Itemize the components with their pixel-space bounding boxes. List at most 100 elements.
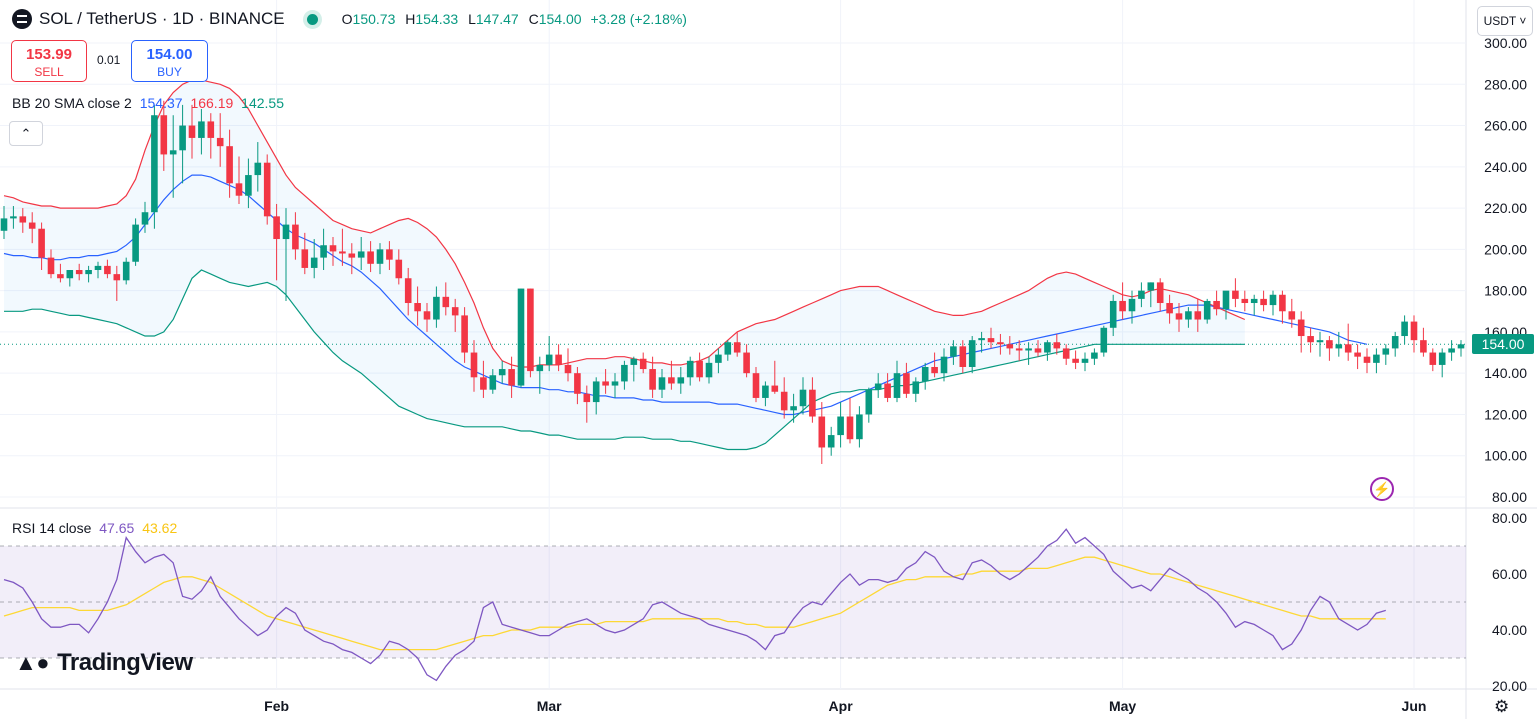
low-label: L (468, 11, 476, 27)
candle-body (874, 383, 882, 390)
candle (357, 236, 365, 270)
candle-body (1222, 290, 1230, 310)
candle (1316, 331, 1324, 357)
candle (865, 387, 873, 423)
close-label: C (528, 11, 539, 27)
candle-body (461, 315, 468, 353)
candle-body (122, 261, 130, 281)
bollinger-legend[interactable]: BB 20 SMA close 2 154.37 166.19 142.55 (12, 95, 284, 111)
candle (1326, 336, 1333, 361)
rsi-title: RSI 14 close (12, 520, 92, 536)
candle (1297, 311, 1305, 353)
lightning-icon[interactable]: ⚡ (1370, 477, 1394, 501)
candle (1250, 294, 1258, 316)
candle-body (611, 381, 619, 386)
bollinger-basis-line (3, 174, 1368, 416)
candle-body (1420, 340, 1427, 353)
candle (47, 249, 55, 279)
candle (480, 360, 487, 398)
collapse-indicators-button[interactable]: ⌃ (9, 121, 43, 146)
candle-body (301, 249, 309, 268)
candle-body (602, 381, 609, 386)
candle-body (386, 249, 393, 260)
rsi-axis[interactable]: 20.00 40.00 60.00 80.00 (1492, 510, 1527, 694)
candle (743, 344, 750, 378)
candle (169, 115, 177, 198)
change-value: +3.28 (+2.18%) (590, 11, 687, 27)
candle (1241, 290, 1249, 312)
candle-body (1232, 290, 1239, 299)
candle-body (1354, 352, 1361, 357)
price-tick-label: 200.00 (1484, 241, 1527, 257)
candle (1072, 350, 1079, 370)
candle (320, 228, 327, 270)
candle (508, 356, 515, 398)
candle-body (696, 360, 703, 378)
candle-body (47, 257, 55, 275)
open-label: O (341, 11, 353, 27)
candle-body (1307, 336, 1314, 343)
time-axis[interactable]: Feb Mar Apr May Jun (264, 698, 1426, 714)
candle-body (950, 346, 957, 357)
ohlc-values: O150.73 H154.33 L147.47 C154.00 +3.28 (+… (336, 11, 687, 27)
high-value: 154.33 (415, 11, 459, 27)
candle-body (367, 251, 374, 264)
tradingview-logo[interactable]: ▲● TradingView (15, 649, 193, 677)
candle (10, 206, 17, 229)
symbol-title[interactable]: SOL / TetherUS · 1D · BINANCE (39, 9, 285, 28)
candle-body (113, 274, 121, 281)
candle-body (339, 251, 346, 254)
candle (273, 203, 280, 281)
candle-body (790, 406, 797, 411)
buy-button[interactable]: 154.00 BUY (131, 40, 208, 82)
candle (884, 373, 891, 403)
candle (1109, 294, 1117, 337)
candle-body (310, 257, 318, 268)
candle (846, 397, 854, 444)
candle (1119, 282, 1126, 320)
price-axis[interactable]: 80.00100.00120.00140.00160.00180.00200.0… (1484, 35, 1527, 505)
candle-body (1269, 294, 1277, 306)
candle-body (649, 369, 656, 390)
candle (301, 232, 309, 275)
candle (0, 206, 8, 240)
candle (1213, 290, 1220, 316)
candle-body (1091, 352, 1098, 359)
candle (1185, 307, 1192, 328)
candle (376, 243, 384, 275)
candle (1044, 340, 1051, 361)
market-status-icon[interactable] (306, 13, 318, 25)
open-value: 150.73 (352, 11, 396, 27)
candle-body (57, 274, 64, 279)
rsi-legend[interactable]: RSI 14 close 47.65 43.62 (12, 520, 177, 536)
currency-selector[interactable]: USDT ˅ (1477, 6, 1533, 36)
candle-body (263, 162, 271, 217)
candle-body (1015, 348, 1023, 351)
candle (386, 241, 393, 270)
sell-price: 153.99 (26, 46, 72, 63)
candle-body (207, 121, 215, 138)
candle-body (1288, 311, 1296, 320)
price-tick-label: 180.00 (1484, 283, 1527, 299)
sell-button[interactable]: 153.99 SELL (11, 40, 87, 82)
candle-body (1401, 321, 1408, 337)
candle-body (376, 249, 384, 264)
gear-icon[interactable]: ⚙ (1494, 697, 1510, 716)
candle-body (1344, 344, 1352, 353)
candle (104, 259, 111, 279)
candle (66, 270, 74, 287)
candle (122, 257, 130, 285)
candle-body (10, 216, 17, 219)
candle (1354, 344, 1361, 370)
price-tick-label: 240.00 (1484, 159, 1527, 175)
candle (1420, 327, 1427, 357)
candle (1373, 348, 1380, 374)
candle (874, 373, 882, 398)
candle-body (1025, 348, 1032, 351)
candle (921, 362, 929, 390)
candle (639, 352, 647, 374)
candle-body (1410, 321, 1418, 341)
candle (1062, 344, 1070, 365)
candle-body (141, 212, 149, 225)
